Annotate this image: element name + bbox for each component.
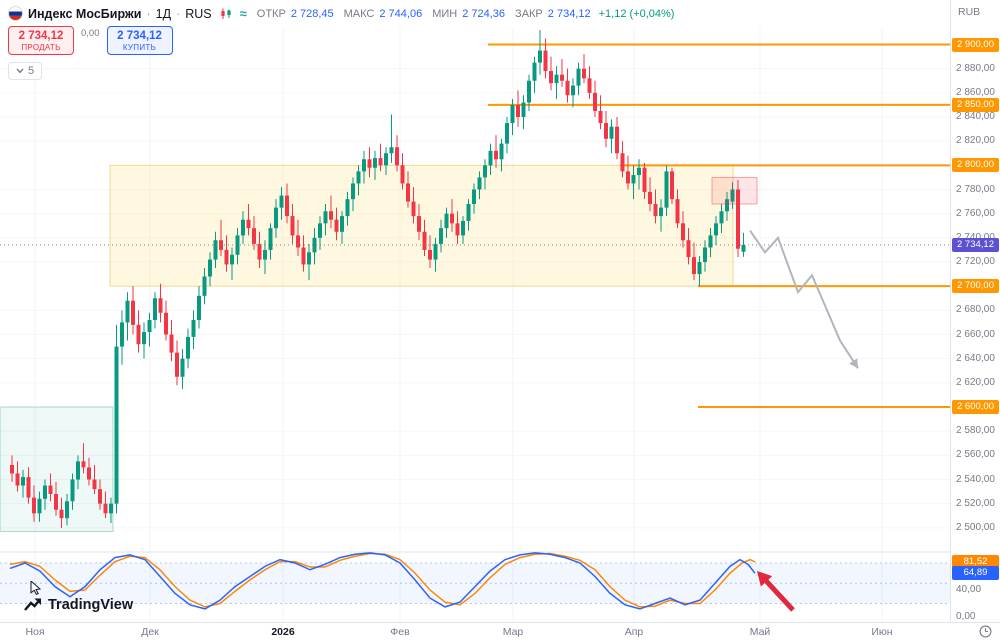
price-tick: 2 540,00 [956, 473, 995, 485]
price-axis[interactable]: 2 880,00 2 860,00 2 840,00 2 820,00 2 780,00… [950, 0, 1000, 622]
indicators-collapse-toggle[interactable]: 5 [8, 62, 43, 80]
price-tick: 2 720,00 [956, 256, 995, 267]
stoch-k-line [9, 552, 756, 610]
stochastic-pane [0, 551, 950, 612]
low-value: 2 724,36 [462, 7, 506, 20]
stoch-tick: 40,00 [956, 584, 982, 595]
level-price-badge: 2 850,00 [952, 97, 999, 112]
price-tick: 2 760,00 [956, 207, 995, 219]
separator-dot: · [146, 6, 151, 21]
buy-button[interactable]: 2 734,12 КУПИТЬ [106, 26, 173, 55]
annotation-arrow [761, 576, 795, 612]
price-tick: 2 740,00 [956, 232, 995, 243]
spread-value: 0,00 [81, 28, 100, 39]
high-label: МАКС [343, 7, 375, 20]
level-price-badge: 2 800,00 [952, 158, 999, 173]
buy-label: КУПИТЬ [122, 43, 157, 52]
price-tick: 2 880,00 [956, 62, 995, 74]
price-tick: 2 660,00 [956, 328, 995, 340]
separator-dot: · [176, 6, 181, 21]
candles-group [10, 30, 746, 528]
time-axis[interactable]: Ноя Дек 2026 Фев Мар Апр Май Июн [0, 622, 1000, 640]
level-price-badge: 2 900,00 [952, 37, 999, 52]
projection-zigzag [749, 230, 859, 369]
mouse-cursor-icon [30, 579, 43, 600]
tradingview-logo[interactable]: TradingView [24, 597, 133, 613]
change-value: +1,12 (+0,04%) [598, 7, 675, 20]
time-tick: Ноя [25, 626, 45, 638]
time-tick: Фев [390, 626, 410, 638]
open-value: 2 728,45 [290, 7, 334, 20]
market-label: RUS [185, 6, 212, 21]
wave-icon[interactable]: ≈ [239, 6, 247, 21]
sell-label: ПРОДАТЬ [21, 43, 61, 52]
time-tick: Май [749, 626, 771, 638]
sell-price: 2 734,12 [18, 30, 64, 42]
range-zone [109, 164, 734, 287]
sell-button[interactable]: 2 734,12 ПРОДАТЬ [8, 26, 74, 55]
price-tick: 2 560,00 [956, 449, 995, 461]
time-tick: Июн [871, 626, 893, 638]
candles-icon[interactable] [219, 7, 233, 21]
price-tick: 2 500,00 [956, 521, 995, 533]
overlays [0, 176, 950, 369]
stoch-d-badge: 81,52 [952, 554, 999, 569]
legend: Индекс МосБиржи · 1Д · RUS ≈ ОТКР 2 728,… [8, 6, 674, 21]
interval-label[interactable]: 1Д [155, 6, 172, 21]
chevron-down-icon [16, 68, 24, 74]
price-tick: 2 860,00 [956, 86, 995, 98]
price-tick: 2 680,00 [956, 304, 995, 316]
stoch-k-badge: 64,89 [952, 566, 999, 581]
indicator-count: 5 [28, 65, 35, 77]
time-tick: Мар [502, 626, 524, 638]
price-tick: 2 640,00 [956, 352, 995, 364]
tradingview-mark-icon [24, 598, 41, 611]
price-tick: 2 580,00 [956, 425, 995, 437]
trade-panel: 2 734,12 ПРОДАТЬ 0,00 2 734,12 КУПИТЬ [8, 26, 173, 55]
horizontal-levels[interactable] [488, 43, 950, 408]
close-value: 2 734,12 [547, 7, 591, 20]
russia-flag-icon [8, 6, 23, 21]
open-label: ОТКР [256, 7, 286, 20]
gridlines [0, 28, 950, 622]
high-value: 2 744,06 [379, 7, 423, 20]
zones [0, 164, 734, 532]
brand-name: TradingView [48, 597, 134, 613]
price-tick: 2 520,00 [956, 497, 995, 509]
axis-currency-label: RUB [958, 6, 981, 18]
time-tick: 2026 [271, 626, 295, 638]
price-tick: 2 780,00 [956, 183, 995, 195]
buy-price: 2 734,12 [117, 30, 162, 42]
price-tick: 2 620,00 [956, 376, 995, 388]
price-tick: 2 820,00 [956, 135, 995, 147]
low-label: МИН [432, 7, 458, 20]
clock-icon[interactable] [979, 625, 992, 640]
supply-zone [711, 176, 758, 205]
time-tick: Апр [624, 626, 644, 638]
level-price-badge: 2 700,00 [952, 279, 999, 294]
last-price-badge: 2 734,12 [952, 237, 999, 252]
level-price-badge: 2 600,00 [952, 400, 999, 414]
price-tick: 2 840,00 [956, 111, 995, 122]
symbol-title[interactable]: Индекс МосБиржи [28, 6, 142, 21]
close-label: ЗАКР [515, 7, 543, 20]
time-tick: Дек [141, 626, 159, 638]
stoch-tick: 0,00 [956, 611, 976, 622]
